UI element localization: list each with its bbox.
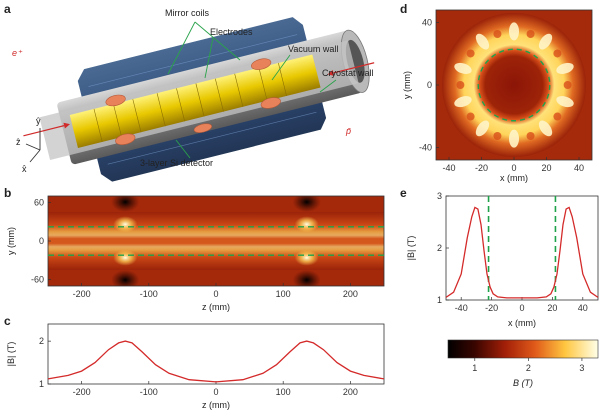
d-coil-spot (454, 62, 472, 74)
c-ytick-label: 2 (39, 336, 44, 346)
b-ytick-label: 60 (34, 197, 44, 207)
c-xtick-label: 100 (276, 387, 291, 397)
d-xtick-label: -40 (442, 163, 455, 173)
e-xtick-label: 0 (519, 303, 524, 313)
label-vacuum-wall: Vacuum wall (288, 44, 338, 54)
d-dashed-circle (477, 48, 551, 122)
d-ytick-label: -40 (419, 143, 432, 153)
d-coil-spot (454, 96, 472, 108)
b-xtick-label: 200 (343, 289, 358, 299)
label-detector: 3-layer Si detector (140, 158, 213, 168)
c-ylabel: |B| (T) (6, 342, 16, 367)
e-xtick-label: 40 (578, 303, 588, 313)
line-chart-e: -40 -20 0 20 40 1 2 3 x (mm) |B| (T) (406, 191, 599, 328)
d-ytick-label: 0 (427, 80, 432, 90)
d-ytick-label: 40 (422, 18, 432, 28)
label-cryostat-wall: Cryostat wall (322, 68, 374, 78)
e-ytick-label: 1 (437, 295, 442, 305)
b-xtick-label: -200 (73, 289, 91, 299)
colorbar-tick-label: 3 (579, 363, 584, 373)
e-xtick-label: 20 (547, 303, 557, 313)
d-coil-spot (475, 33, 490, 50)
colorbar-label: B (T) (513, 378, 533, 388)
d-coil-spot (556, 96, 574, 108)
mirror-coils (105, 58, 281, 145)
d-xtick-label: 0 (511, 163, 516, 173)
d-gap-spot (466, 112, 475, 121)
d-gap-spot (563, 81, 572, 89)
axis-x-label: x̂ (22, 164, 27, 174)
c-xlabel: z (mm) (202, 400, 230, 410)
d-xlabel: x (mm) (500, 173, 528, 183)
c-xtick-label: -100 (140, 387, 158, 397)
d-gap-spot (526, 132, 535, 141)
label-mirror-coils: Mirror coils (165, 8, 209, 18)
b-xtick-label: -100 (140, 289, 158, 299)
line-chart-c: -200 -100 0 100 200 1 2 z (mm) |B| (T) (6, 323, 385, 410)
e-series-line (445, 206, 599, 299)
d-gap-spot (466, 49, 475, 58)
b-coil-dark (111, 270, 140, 286)
d-gap-spot (493, 132, 502, 141)
d-coil-spot (509, 129, 519, 148)
d-gap-spot (456, 81, 465, 89)
b-coil-dark (111, 196, 140, 212)
c-xtick-label: 200 (343, 387, 358, 397)
b-coil-hot (294, 249, 319, 266)
axis-z-label: ẑ (16, 137, 21, 147)
panel-letter-c: c (4, 314, 11, 328)
heatmap-d: -40 -20 0 20 40 -40 0 40 x (mm) y (mm) (402, 9, 593, 183)
panel-letter-b: b (4, 186, 12, 200)
axis-triad (25, 128, 41, 163)
b-ytick-label: -60 (31, 275, 44, 285)
b-xtick-label: 100 (276, 289, 291, 299)
d-gap-spot (553, 49, 562, 58)
b-xtick-label: 0 (213, 289, 218, 299)
d-gap-spot (493, 29, 502, 38)
colorbar: 1 2 3 B (T) (447, 339, 599, 388)
e-xtick-label: -20 (485, 303, 498, 313)
d-coil-spot (556, 62, 574, 74)
e-xlabel: x (mm) (508, 318, 536, 328)
d-xtick-label: 40 (574, 163, 584, 173)
c-ytick-label: 1 (39, 379, 44, 389)
e-ytick-label: 2 (437, 243, 442, 253)
b-coil-hot (294, 216, 319, 233)
panel-letter-e: e (400, 186, 407, 200)
b-coil-hot (113, 216, 138, 233)
b-xlabel: z (mm) (202, 302, 230, 312)
b-ytick-label: 0 (39, 236, 44, 246)
d-coil-spot (509, 22, 519, 41)
e-ytick-label: 3 (437, 191, 442, 201)
e-xtick-label: -40 (455, 303, 468, 313)
c-series-line (47, 340, 385, 383)
panel-letter-a: a (4, 2, 11, 16)
b-coil-dark (292, 196, 321, 212)
colorbar-tick-label: 2 (526, 363, 531, 373)
d-xtick-label: 20 (541, 163, 551, 173)
trap-illustration: Mirror coils Electrodes Vacuum wall Cryo… (12, 8, 375, 182)
d-gap-spot (526, 29, 535, 38)
d-coil-spot (538, 33, 553, 50)
label-positron: e⁺ (12, 48, 23, 58)
d-xtick-label: -20 (475, 163, 488, 173)
colorbar-gradient (447, 339, 599, 359)
d-gap-spot (553, 112, 562, 121)
b-ylabel: y (mm) (6, 227, 16, 255)
d-coil-spot (475, 120, 490, 137)
b-coil-dark (292, 270, 321, 286)
label-electrodes: Electrodes (210, 27, 253, 37)
panel-letter-d: d (400, 2, 408, 16)
c-xtick-label: 0 (213, 387, 218, 397)
heatmap-b: -200 -100 0 100 200 -60 0 60 z (mm) y (mm) (6, 195, 385, 312)
c-xtick-label: -200 (73, 387, 91, 397)
electrodes (69, 54, 321, 148)
d-coil-spot (538, 120, 553, 137)
label-antiproton: p̄ (345, 126, 351, 136)
d-ylabel: y (mm) (402, 71, 412, 99)
axis-y-label: ŷ (36, 116, 41, 126)
b-coil-hot (113, 249, 138, 266)
colorbar-tick-label: 1 (472, 363, 477, 373)
e-ylabel: |B| (T) (406, 236, 416, 261)
